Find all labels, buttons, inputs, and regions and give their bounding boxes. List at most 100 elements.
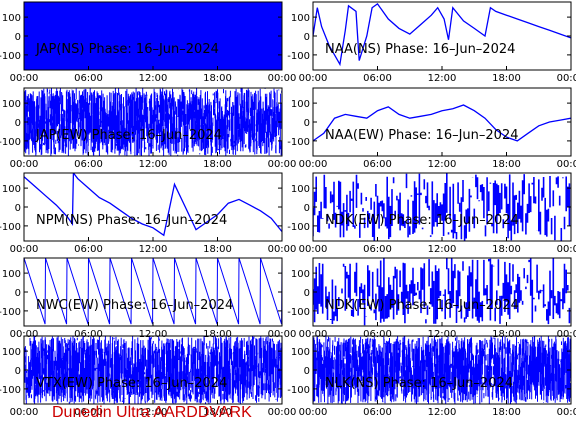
series-spikes <box>313 258 571 326</box>
x-tick-label: 06:00 <box>74 73 103 84</box>
x-tick-label: 12:00 <box>139 73 168 84</box>
series-line <box>24 173 282 237</box>
x-tick-label: 18:00 <box>203 73 232 84</box>
chart-panel-3: 100 0 -100 00:00 06:00 12:00 18:00 00:00 NAA(EW)… <box>287 87 576 170</box>
x-tick-label: 06:00 <box>74 244 103 255</box>
x-tick-label: 00:00 <box>10 244 39 255</box>
x-tick-label: 00:00 <box>557 329 576 340</box>
plot-area <box>24 336 282 404</box>
y-tick-label: 100 <box>2 347 21 358</box>
plot-area <box>24 173 282 237</box>
chart-title: NAA(EW) Phase: 16–Jun–2024 <box>325 128 518 143</box>
x-tick-label: 00:00 <box>268 244 297 255</box>
chart-panel-0: 100 0 -100 00:00 06:00 12:00 18:00 00:00 JAP(NS)… <box>0 1 297 84</box>
plot-area <box>313 2 571 67</box>
plot-frame <box>23 172 283 242</box>
x-tick-label: 00:00 <box>557 73 576 84</box>
y-tick-label: 0 <box>304 288 310 299</box>
y-tick-label: 100 <box>291 184 310 195</box>
chart-panel-4: 100 0 -100 00:00 06:00 12:00 18:00 00:00 NPM(NS)… <box>0 172 297 255</box>
y-tick-label: 0 <box>15 32 21 43</box>
chart-title: JAP(NS) Phase: 16–Jun–2024 <box>35 42 219 57</box>
x-tick-label: 00:00 <box>299 244 328 255</box>
x-tick-label: 12:00 <box>428 407 457 418</box>
x-tick-label: 00:00 <box>557 159 576 170</box>
x-tick-label: 00:00 <box>10 73 39 84</box>
y-tick-label: -100 <box>287 137 310 148</box>
y-tick-label: -100 <box>0 51 21 62</box>
x-tick-label: 18:00 <box>203 244 232 255</box>
x-tick-label: 00:00 <box>10 407 39 418</box>
chart-panel-1: 100 0 -100 00:00 06:00 12:00 18:00 00:00 NAA(NS)… <box>287 1 576 84</box>
y-tick-label: 100 <box>2 269 21 280</box>
x-tick-label: 06:00 <box>363 244 392 255</box>
y-tick-label: 0 <box>304 366 310 377</box>
series-line <box>24 258 282 325</box>
y-tick-label: 100 <box>2 99 21 110</box>
x-tick-label: 00:00 <box>299 329 328 340</box>
series-band <box>24 2 282 70</box>
x-tick-label: 06:00 <box>74 159 103 170</box>
x-tick-label: 18:00 <box>492 159 521 170</box>
x-tick-label: 18:00 <box>492 73 521 84</box>
series-spikes <box>313 173 571 241</box>
chart-panel-7: 100 0 -100 00:00 06:00 12:00 18:00 00:00 NDK(EW)… <box>287 257 576 340</box>
y-tick-label: -100 <box>287 51 310 62</box>
y-tick-label: -100 <box>287 385 310 396</box>
y-tick-label: -100 <box>0 307 21 318</box>
plot-frame <box>312 87 572 157</box>
x-tick-label: 06:00 <box>363 159 392 170</box>
x-tick-label: 06:00 <box>363 407 392 418</box>
chart-title: NPM(NS) Phase: 16–Jun–2024 <box>36 213 227 228</box>
chart-title: NWC(EW) Phase: 16–Jun–2024 <box>36 298 233 313</box>
x-tick-label: 18:00 <box>492 407 521 418</box>
y-tick-label: 0 <box>15 203 21 214</box>
x-tick-label: 12:00 <box>139 159 168 170</box>
plot-area <box>313 258 571 326</box>
chart-panel-2: 100 0 -100 00:00 06:00 12:00 18:00 00:00 JAP(EW)… <box>0 87 296 170</box>
chart-title: NAA(NS) Phase: 16–Jun–2024 <box>325 42 515 57</box>
chart-panel-8: 100 0 -100 00:00 06:00 12:00 18:00 00:00 VTX(EW)… <box>0 335 296 418</box>
plot-area <box>24 88 282 156</box>
x-tick-label: 06:00 <box>363 329 392 340</box>
plot-area <box>313 336 571 404</box>
x-tick-label: 12:00 <box>428 329 457 340</box>
x-tick-label: 00:00 <box>299 159 328 170</box>
series-line <box>313 2 571 67</box>
chart-title: NLK(NS) Phase: 16–Jun–2024 <box>325 376 513 391</box>
y-tick-label: -100 <box>0 222 21 233</box>
y-tick-label: 100 <box>2 13 21 24</box>
y-tick-label: 0 <box>304 203 310 214</box>
x-tick-label: 00:00 <box>268 329 297 340</box>
footer-label: Dunedin Ultra AARDDVARK <box>52 404 252 421</box>
x-tick-label: 18:00 <box>203 407 232 418</box>
x-tick-label: 06:00 <box>363 73 392 84</box>
x-tick-label: 00:00 <box>299 407 328 418</box>
x-tick-label: 00:00 <box>10 329 39 340</box>
chart-title: VTX(EW) Phase: 16–Jun–2024 <box>36 376 227 391</box>
x-tick-label: 18:00 <box>492 329 521 340</box>
x-tick-label: 06:00 <box>74 407 103 418</box>
chart-title: NDK(EW) Phase: 16–Jun–2024 <box>325 298 519 313</box>
chart-panel-5: 100 0 -100 00:00 06:00 12:00 18:00 00:00 NDK(EW)… <box>287 172 576 255</box>
x-tick-label: 00:00 <box>299 73 328 84</box>
x-tick-label: 00:00 <box>557 244 576 255</box>
x-tick-label: 00:00 <box>268 73 297 84</box>
chart-panel-9: 100 0 -100 00:00 06:00 12:00 18:00 00:00 NLK(NS)… <box>287 335 576 418</box>
y-tick-label: 0 <box>15 288 21 299</box>
y-tick-label: 100 <box>291 269 310 280</box>
series-line <box>313 104 571 142</box>
x-tick-label: 12:00 <box>428 244 457 255</box>
series-noise <box>313 336 571 404</box>
x-tick-label: 18:00 <box>203 329 232 340</box>
y-tick-label: -100 <box>0 385 21 396</box>
y-tick-label: -100 <box>0 137 21 148</box>
chart-title: JAP(EW) Phase: 16–Jun–2024 <box>35 128 222 143</box>
x-tick-label: 12:00 <box>139 407 168 418</box>
y-tick-label: 0 <box>15 118 21 129</box>
plot-frame <box>312 1 572 71</box>
plot-area <box>313 173 571 241</box>
x-tick-label: 12:00 <box>139 244 168 255</box>
x-tick-label: 12:00 <box>428 73 457 84</box>
